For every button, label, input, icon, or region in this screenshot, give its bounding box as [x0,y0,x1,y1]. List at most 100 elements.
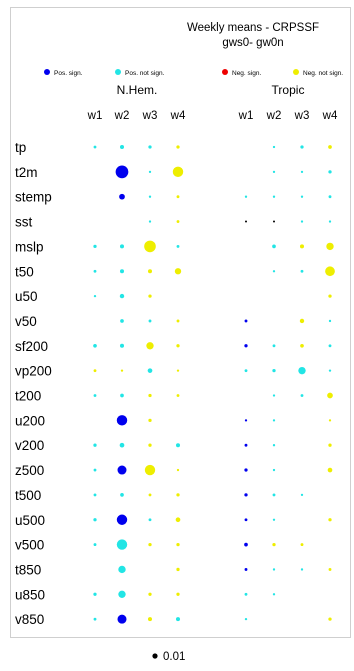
data-point-v850-tropic-w1 [244,617,248,621]
data-point-t200-nhem-w4 [176,394,180,397]
data-point-sf200-nhem-w3 [146,342,154,350]
data-point-sf200-tropic-w4 [328,344,332,348]
variable-label-v500: v500 [15,538,44,553]
data-point-u200-nhem-w2 [116,415,128,426]
data-point-stemp-tropic-w2 [272,195,276,198]
data-point-z500-tropic-w1 [244,468,248,472]
data-point-mslp-tropic-w2 [272,244,276,249]
data-point-u850-nhem-w3 [148,592,152,596]
variable-label-u500: u500 [15,513,45,528]
data-point-u850-nhem-w1 [93,592,97,596]
variable-label-v850: v850 [15,612,44,627]
data-point-tp-tropic-w3 [300,145,304,149]
data-point-z500-tropic-w4 [327,467,333,473]
data-point-t2m-nhem-w4 [172,166,184,178]
data-point-stemp-nhem-w2 [119,193,125,200]
data-point-tp-nhem-w4 [176,145,180,149]
data-point-z500-nhem-w4 [176,468,180,472]
data-point-t500-tropic-w3 [300,493,304,497]
variable-label-tp: tp [15,140,26,155]
variable-label-vp200: vp200 [15,364,52,379]
data-point-mslp-tropic-w4 [326,242,334,251]
week-labels: w1 w2 w3 w4 w1 w2 w3 w4 [87,110,338,122]
data-point-t850-nhem-w4 [176,567,180,572]
variable-label-t500: t500 [15,488,41,503]
data-point-t200-tropic-w2 [272,394,276,397]
data-point-sf200-tropic-w3 [300,343,304,348]
data-point-t200-nhem-w3 [148,393,152,398]
data-point-t500-nhem-w1 [93,493,97,497]
data-point-v500-tropic-w3 [300,543,304,547]
week-label-nhem-w4: w4 [170,110,186,122]
data-point-v200-nhem-w4 [175,443,181,448]
legend-marker-pos-sign [44,69,50,75]
data-point-u500-tropic-w2 [272,518,276,521]
data-point-t50-tropic-w3 [300,269,304,273]
data-point-t500-nhem-w2 [120,493,124,497]
data-point-t500-tropic-w1 [244,493,248,497]
legend-label-neg-sign: Neg. sign. [232,70,261,77]
data-point-vp200-nhem-w3 [147,368,153,373]
variable-label-u200: u200 [15,413,45,428]
data-point-u500-nhem-w2 [116,514,128,525]
data-point-u50-nhem-w3 [148,294,152,298]
data-point-t50-nhem-w1 [93,269,97,273]
data-point-v200-tropic-w1 [244,443,248,447]
data-point-mslp-nhem-w4 [176,244,180,248]
data-point-tp-nhem-w2 [119,144,125,150]
data-point-u200-tropic-w1 [244,419,248,422]
data-point-u500-nhem-w4 [175,517,181,523]
variable-label-stemp: stemp [15,190,52,205]
data-point-v50-tropic-w1 [244,319,248,323]
legend-marker-pos-not-sign [115,69,121,75]
chart-title: Weekly means - CRPSSF [187,22,319,34]
data-point-stemp-nhem-w3 [148,195,152,198]
variable-label-t200: t200 [15,389,41,404]
legend-marker-neg-sign [222,69,228,75]
variable-label-sf200: sf200 [15,339,48,354]
data-point-z500-nhem-w1 [93,468,97,472]
data-point-t2m-tropic-w2 [272,170,276,174]
week-label-nhem-w2: w2 [114,110,130,122]
variable-label-u850: u850 [15,587,45,602]
data-point-v850-nhem-w2 [117,614,127,624]
data-point-tp-nhem-w3 [148,145,152,149]
data-point-vp200-tropic-w3 [298,366,306,375]
data-point-v50-nhem-w2 [120,319,124,323]
data-point-tp-tropic-w4 [328,145,332,149]
data-point-v500-nhem-w3 [148,542,152,547]
data-points [93,144,335,624]
data-point-stemp-tropic-w4 [328,195,332,199]
data-point-v50-nhem-w4 [176,319,180,323]
data-point-t2m-nhem-w2 [115,165,129,179]
data-point-v850-nhem-w4 [175,617,181,622]
data-point-vp200-nhem-w2 [120,369,124,372]
data-point-v500-nhem-w4 [176,542,180,547]
data-point-sst-tropic-w2 [273,220,275,223]
data-point-z500-nhem-w2 [117,465,127,475]
legend-label-neg-not-sign: Neg. not sign. [303,70,343,77]
week-label-tropic-w3: w3 [294,110,310,122]
panel-title-tropic: Tropic [272,83,305,97]
data-point-t50-nhem-w2 [119,269,125,274]
data-point-sf200-nhem-w4 [176,344,180,348]
data-point-z500-tropic-w2 [272,468,276,472]
data-point-mslp-nhem-w3 [144,240,156,253]
data-point-v50-tropic-w3 [299,318,305,324]
data-point-u200-nhem-w3 [148,418,152,422]
scale-marker [152,653,158,659]
data-point-v200-tropic-w2 [272,444,276,447]
data-point-t850-tropic-w2 [272,568,276,571]
data-point-stemp-tropic-w1 [244,195,248,198]
data-point-sst-tropic-w3 [300,220,304,223]
data-point-mslp-nhem-w1 [93,244,97,249]
variable-labels: tp t2m stemp sst mslp t50 u50 v50 sf200 vp200 t200… [15,140,52,627]
data-point-t500-nhem-w3 [148,493,152,497]
size-key: 0.01 [152,651,185,663]
data-point-vp200-tropic-w2 [272,369,276,373]
data-point-u500-nhem-w1 [93,518,97,522]
data-point-t50-tropic-w2 [272,270,276,273]
data-point-sst-nhem-w3 [148,220,152,223]
data-point-t850-nhem-w2 [118,565,126,574]
data-point-vp200-tropic-w4 [328,369,332,372]
